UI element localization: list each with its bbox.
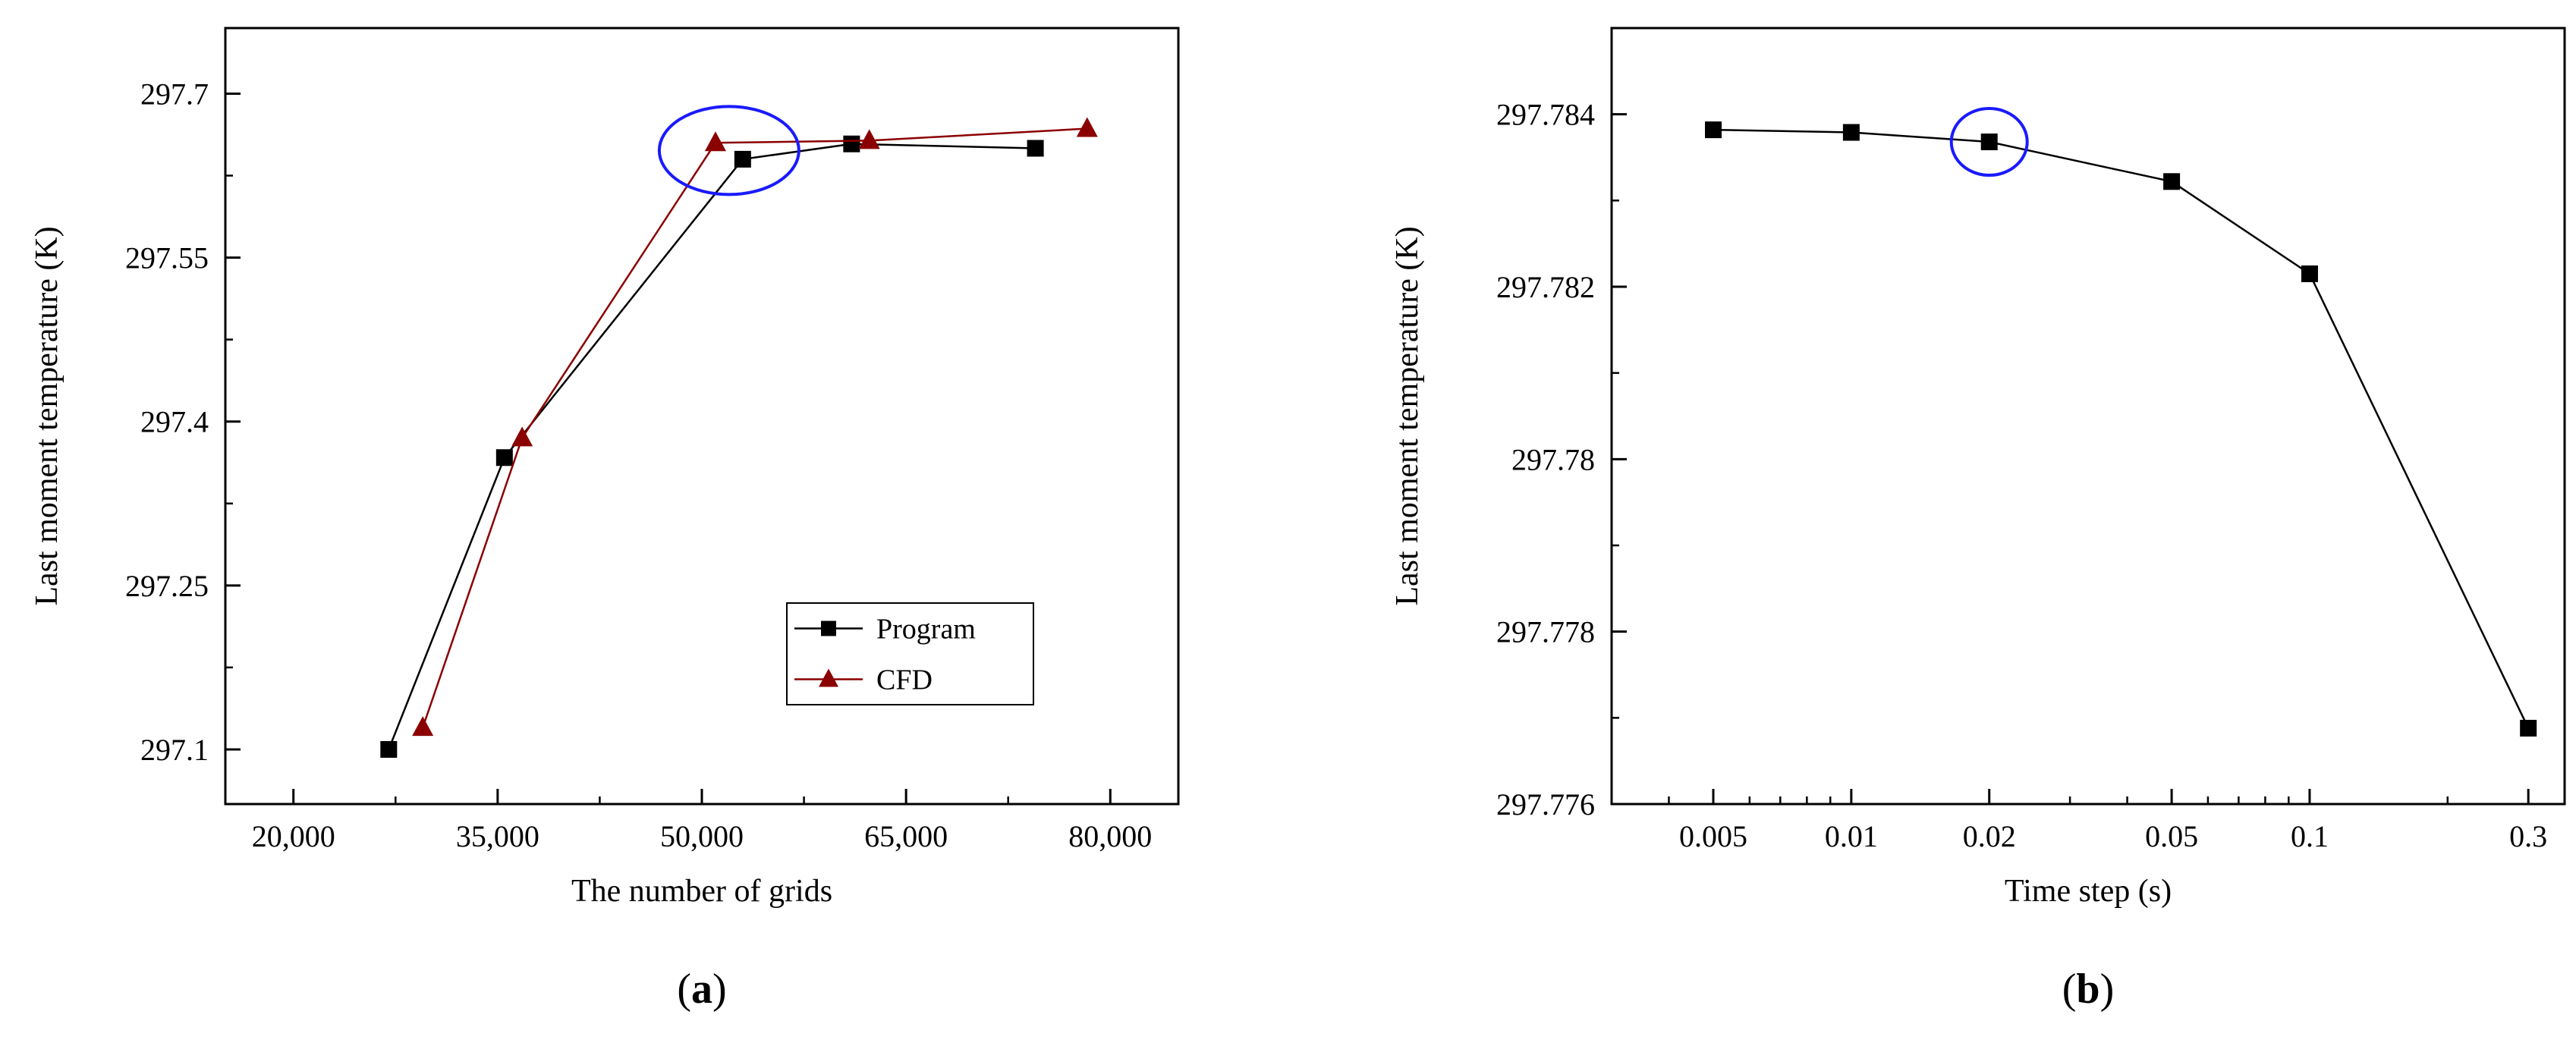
x-tick-label: 80,000 [1068,819,1152,853]
data-point-cfd [858,129,880,149]
legend-box [786,602,1034,705]
legend-label: CFD [876,664,933,696]
data-point-cfd [511,426,533,447]
y-axis-label: Last moment temperature (K) [1390,226,1425,605]
x-tick-label: 0.3 [2509,819,2547,853]
data-point-cfd [1076,117,1098,137]
x-axis-label: The number of grids [571,874,832,909]
data-point-program [1705,121,1722,139]
highlight-ellipse [1949,107,2029,177]
y-tick-label: 297.25 [125,569,209,603]
x-axis-label: Time step (s) [2005,874,2172,909]
x-tick-label: 0.02 [1963,819,2016,853]
y-axis-label: Last moment temperature (K) [30,226,64,605]
y-tick-label: 297.7 [140,77,209,111]
x-tick-label: 35,000 [456,819,539,853]
data-point-program [1027,140,1044,157]
x-tick-label: 65,000 [864,819,948,853]
legend-marker [821,620,836,636]
data-point-program [2301,265,2318,282]
y-tick-label: 297.784 [1496,98,1595,132]
panel-label: (b) [2062,966,2114,1013]
panel-label: (a) [677,966,726,1013]
data-point-program [495,449,513,467]
x-tick-label: 0.05 [2145,819,2198,853]
x-tick-label: 0.1 [2291,819,2329,853]
x-tick-label: 0.01 [1825,819,1878,853]
series-line-program [1713,128,2530,729]
data-point-program [2520,719,2537,737]
x-tick-label: 20,000 [252,819,335,853]
y-tick-label: 297.78 [1511,442,1595,476]
data-point-program [1980,134,1998,151]
y-tick-label: 297.4 [140,405,209,439]
legend-label: Program [876,614,976,646]
y-tick-label: 297.55 [125,241,209,275]
panel-b-chart: 0.005 0.01 0.02 0.05 0.1 0.3 297.776 297.778 297… [1390,27,2566,1013]
data-point-program [734,150,751,168]
data-point-cfd [704,131,726,152]
x-tick-label: 0.005 [1679,819,1747,853]
data-point-program [2163,173,2181,190]
data-point-program [1842,124,1860,141]
plot-frame [1610,27,2566,806]
x-tick-label: 50,000 [660,819,744,853]
legend-marker [819,668,838,687]
y-tick-label: 297.782 [1496,270,1595,304]
y-tick-label: 297.776 [1496,787,1595,822]
data-point-program [843,135,860,152]
data-point-program [380,740,398,758]
highlight-ellipse [657,105,800,196]
panel-a-chart: 20,000 35,000 50,000 65,000 80,000 297.1 297.2… [30,27,1180,1013]
data-point-cfd [412,716,434,737]
y-tick-label: 297.1 [140,733,209,767]
y-tick-label: 297.778 [1496,615,1595,649]
